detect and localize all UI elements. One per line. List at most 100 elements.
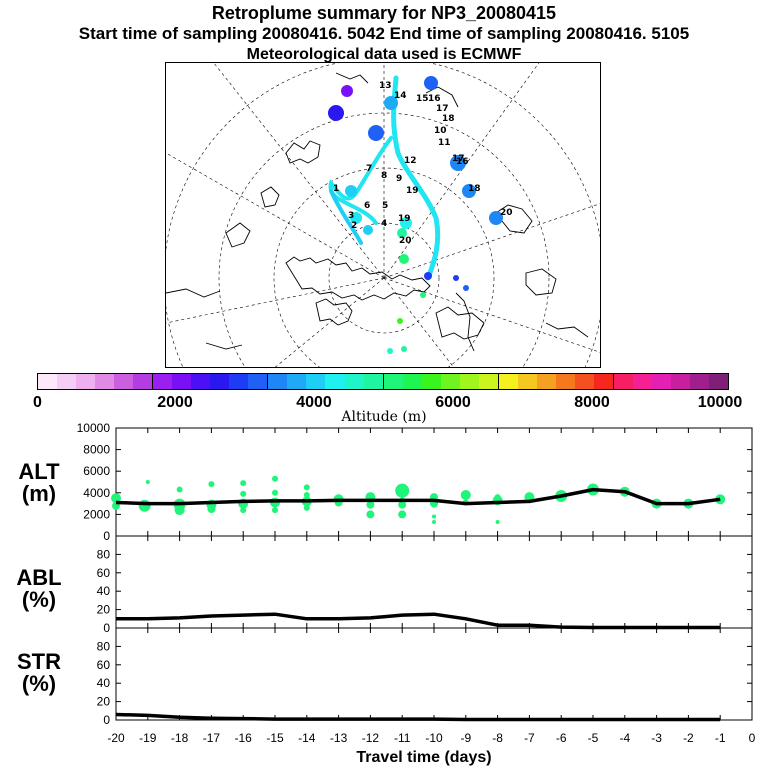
x-tick-label: -13: [330, 731, 348, 745]
polar-map: 13 14 15 16 17 18 19 20 10 11 12 9 8 7 5 6 4 3 2 1 16 17 18 19 2…: [165, 62, 601, 368]
y-tick-label: 20: [97, 603, 111, 617]
altitude-dot: [145, 480, 150, 484]
altitude-dot: [111, 493, 121, 504]
y-tick-label: 20: [97, 695, 111, 709]
map-time-label: 9: [396, 174, 402, 184]
colorbar-swatch: [172, 374, 192, 389]
y-tick-label: 0: [103, 621, 110, 635]
altitude-dot: [207, 505, 216, 513]
map-time-label: 18: [442, 114, 455, 124]
colorbar-swatch: [652, 374, 672, 389]
x-tick-label: -2: [683, 731, 694, 745]
abl-label-line1: ABL: [16, 565, 62, 590]
altitude-dot: [272, 507, 278, 514]
altitude-dot: [395, 483, 410, 498]
altitude-dot: [272, 475, 278, 482]
colorbar-swatch: [383, 374, 403, 389]
x-tick-label: -14: [298, 731, 316, 745]
map-time-label: 2: [351, 221, 357, 231]
y-tick-label: 0: [103, 713, 110, 727]
x-tick-label: -9: [460, 731, 471, 745]
altitude-dot: [240, 490, 247, 497]
map-time-label: 4: [381, 219, 387, 229]
y-tick-label: 2000: [83, 507, 110, 521]
x-tick-label: -3: [651, 731, 662, 745]
colorbar-swatch: [459, 374, 479, 389]
map-time-label: 19: [406, 186, 419, 196]
y-tick-label: 8000: [83, 443, 110, 457]
colorbar-swatch: [363, 374, 384, 389]
meteorological-data: Meteorological data used is ECMWF: [246, 46, 522, 63]
altitude-dot: [366, 500, 375, 509]
y-tick-label: 60: [97, 566, 111, 580]
altitude-dot: [367, 493, 374, 500]
colorbar-swatch: [38, 374, 58, 389]
y-tick-label: 40: [97, 584, 111, 598]
altitude-dot: [432, 514, 436, 519]
x-tick-label: 0: [749, 731, 756, 745]
map-time-label: 6: [364, 201, 370, 211]
altitude-dot: [432, 519, 436, 524]
colorbar-swatch: [440, 374, 460, 389]
panel-frame: [115, 627, 753, 721]
altitude-dot: [398, 510, 407, 519]
y-tick-label: 80: [97, 639, 111, 653]
x-tick-label: -10: [425, 731, 443, 745]
x-tick-label: -19: [139, 731, 157, 745]
y-tick-label: 10000: [77, 421, 111, 435]
altitude-dot: [240, 507, 247, 514]
map-time-label: 19: [398, 214, 411, 224]
altitude-dot: [303, 484, 310, 491]
altitude-dot: [460, 489, 471, 500]
colorbar-swatch: [57, 374, 77, 389]
colorbar-swatch: [709, 374, 729, 389]
x-tick-label: -7: [524, 731, 535, 745]
colorbar-swatch: [498, 374, 518, 389]
colorbar-swatch: [574, 374, 594, 389]
alt-label-line2: (m): [21, 481, 57, 506]
colorbar-swatch: [191, 374, 211, 389]
altitude-dot: [272, 489, 278, 496]
colorbar-swatch: [632, 374, 652, 389]
colorbar-swatch: [421, 374, 441, 389]
altitude-dot: [174, 505, 185, 516]
map-time-label: 17: [452, 154, 465, 164]
map-time-label: 14: [394, 91, 407, 101]
map-time-label: 11: [438, 138, 451, 148]
map-time-label: 18: [468, 184, 481, 194]
y-tick-label: 80: [97, 547, 111, 561]
series-line: [115, 487, 721, 506]
altitude-dot: [494, 494, 501, 501]
series-line: [116, 612, 721, 630]
map-time-label: 12: [404, 156, 417, 166]
colorbar-swatch: [325, 374, 345, 389]
colorbar-tick-label: 6000: [435, 394, 471, 411]
colorbar-swatch: [248, 374, 269, 389]
map-time-label: 13: [379, 81, 392, 91]
altitude-dot: [138, 499, 151, 512]
altitude-dot: [176, 486, 183, 493]
str-label-line2: (%): [21, 671, 57, 696]
altitude-dot: [495, 519, 500, 524]
map-time-label: 10: [434, 126, 447, 136]
map-time-label: 20: [399, 236, 412, 246]
x-tick-label: -1: [715, 731, 726, 745]
altitude-dot: [208, 481, 215, 488]
altitude-dot: [366, 510, 375, 519]
colorbar-swatch: [287, 374, 307, 389]
colorbar-swatch: [613, 374, 633, 389]
abl-panel-label: ABL (%): [4, 567, 74, 611]
colorbar-swatch: [210, 374, 230, 389]
map-time-label: 3: [348, 211, 354, 221]
colorbar-tick-label: 8000: [574, 394, 610, 411]
colorbar-swatch: [153, 374, 173, 389]
y-tick-label: 40: [97, 676, 111, 690]
colorbar-swatch: [593, 374, 614, 389]
x-tick-label: -6: [556, 731, 567, 745]
y-tick-label: 4000: [83, 486, 110, 500]
colorbar-swatch: [76, 374, 96, 389]
x-axis-label: Travel time (days): [356, 749, 491, 766]
altitude-dot: [303, 504, 310, 511]
